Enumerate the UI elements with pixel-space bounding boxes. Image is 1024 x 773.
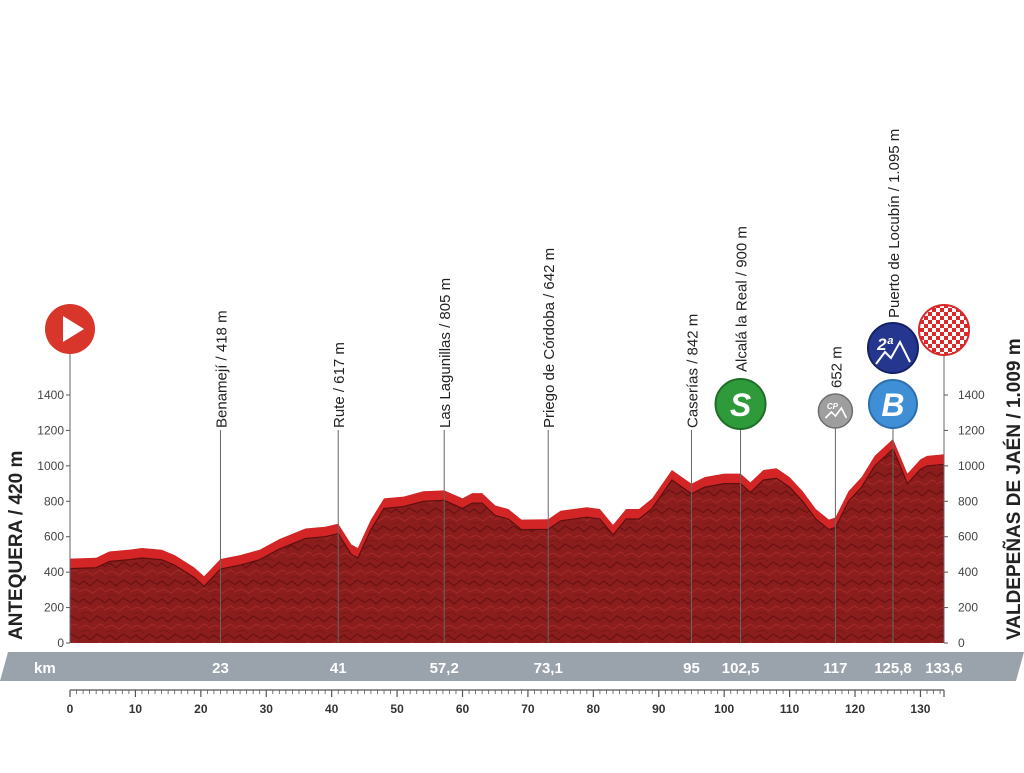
x-tick-label: 40	[325, 702, 339, 716]
x-tick-label: 50	[390, 702, 404, 716]
waypoint-label: Caserías / 842 m	[684, 314, 701, 428]
finish-marker	[918, 304, 970, 356]
bonus-marker-text: B	[881, 387, 904, 423]
km-bar-value: 73,1	[534, 660, 563, 677]
finish-label: VALDEPEÑAS DE JAÉN / 1.009 m	[1003, 338, 1024, 640]
y-tick-label-right: 200	[958, 601, 978, 615]
y-tick-label-left: 1000	[37, 459, 64, 473]
x-tick-label: 130	[910, 702, 930, 716]
y-tick-label-left: 400	[44, 565, 64, 579]
waypoint-label: Puerto de Locubín / 1.095 m	[886, 129, 903, 318]
waypoint-label: Priego de Córdoba / 642 m	[541, 248, 558, 428]
profile-top-band	[70, 439, 944, 587]
start-label: ANTEQUERA / 420 m	[6, 451, 27, 640]
x-tick-label: 100	[714, 702, 734, 716]
x-tick-label: 90	[652, 702, 666, 716]
x-tick-label: 10	[129, 702, 143, 716]
cp-marker	[817, 393, 854, 429]
km-bar-value: 95	[683, 660, 700, 677]
y-tick-label-left: 0	[57, 636, 64, 650]
y-tick-label-right: 800	[958, 494, 978, 508]
y-tick-label-right: 600	[958, 530, 978, 544]
profile-layer	[69, 439, 945, 643]
x-tick-label: 110	[780, 702, 800, 716]
cp-mountain-icon	[824, 406, 848, 419]
kom-marker-text: 2ª	[876, 335, 893, 354]
profile-area	[70, 449, 944, 643]
cp-marker-text: CP	[827, 402, 839, 411]
km-bar-value: 133,6	[925, 660, 963, 677]
y-tick-label-right: 1400	[958, 388, 985, 402]
profile-line	[69, 447, 945, 588]
waypoint-label: 652 m	[828, 346, 845, 388]
start-play-icon	[63, 316, 84, 342]
x-tick-label: 60	[456, 702, 470, 716]
sprint-marker-text: S	[730, 387, 752, 423]
km-bar-value: 41	[330, 660, 347, 677]
waypoint-label: Rute / 617 m	[331, 342, 348, 428]
x-tick-label: 20	[194, 702, 208, 716]
y-tick-label-left: 600	[44, 530, 64, 544]
km-bar-values: 23 41 57,2 73,1 95 102,5 117 125,8 133,6	[212, 660, 963, 677]
km-bar-value: 57,2	[430, 660, 459, 677]
waypoint-label: Las Lagunillas / 805 m	[437, 278, 454, 428]
y-tick-label-left: 200	[44, 601, 64, 615]
kom-mountain-icon	[875, 339, 911, 365]
y-tick-label-left: 1200	[37, 423, 64, 437]
x-tick-label: 0	[67, 702, 74, 716]
y-tick-label-left: 800	[44, 494, 64, 508]
waypoint-label: Benamejí / 418 m	[213, 310, 230, 428]
km-bar	[0, 652, 1024, 681]
x-tick-label: 80	[587, 702, 601, 716]
km-bar-value: 117	[823, 660, 847, 677]
y-axes: 0 0 200 200 400 400 600 600 800 800 1000 1000 1200 12…	[37, 388, 985, 650]
y-tick-label-right: 1000	[958, 459, 985, 473]
point-layer: Benamejí / 418 m Rute / 617 m Las Lagunill…	[45, 129, 970, 643]
x-tick-label: 30	[260, 702, 274, 716]
x-tick-label: 70	[521, 702, 535, 716]
km-bar-label: km	[34, 660, 56, 677]
km-bar-value: 125,8	[874, 660, 912, 677]
km-bar-value: 102,5	[722, 660, 760, 677]
sprint-marker	[714, 378, 767, 430]
x-tick-label: 120	[845, 702, 865, 716]
km-bar-value: 23	[212, 660, 229, 677]
x-axis: 0 10 20 30 40 50 60 70 80 90 100 110 120 130	[67, 689, 945, 716]
y-tick-label-left: 1400	[37, 388, 64, 402]
y-tick-label-right: 400	[958, 565, 978, 579]
y-tick-label-right: 0	[958, 636, 965, 650]
kom-marker	[866, 322, 919, 374]
waypoint-label: Alcalá la Real / 900 m	[734, 226, 751, 372]
bonus-marker	[867, 379, 918, 429]
y-tick-label-right: 1200	[958, 423, 985, 437]
